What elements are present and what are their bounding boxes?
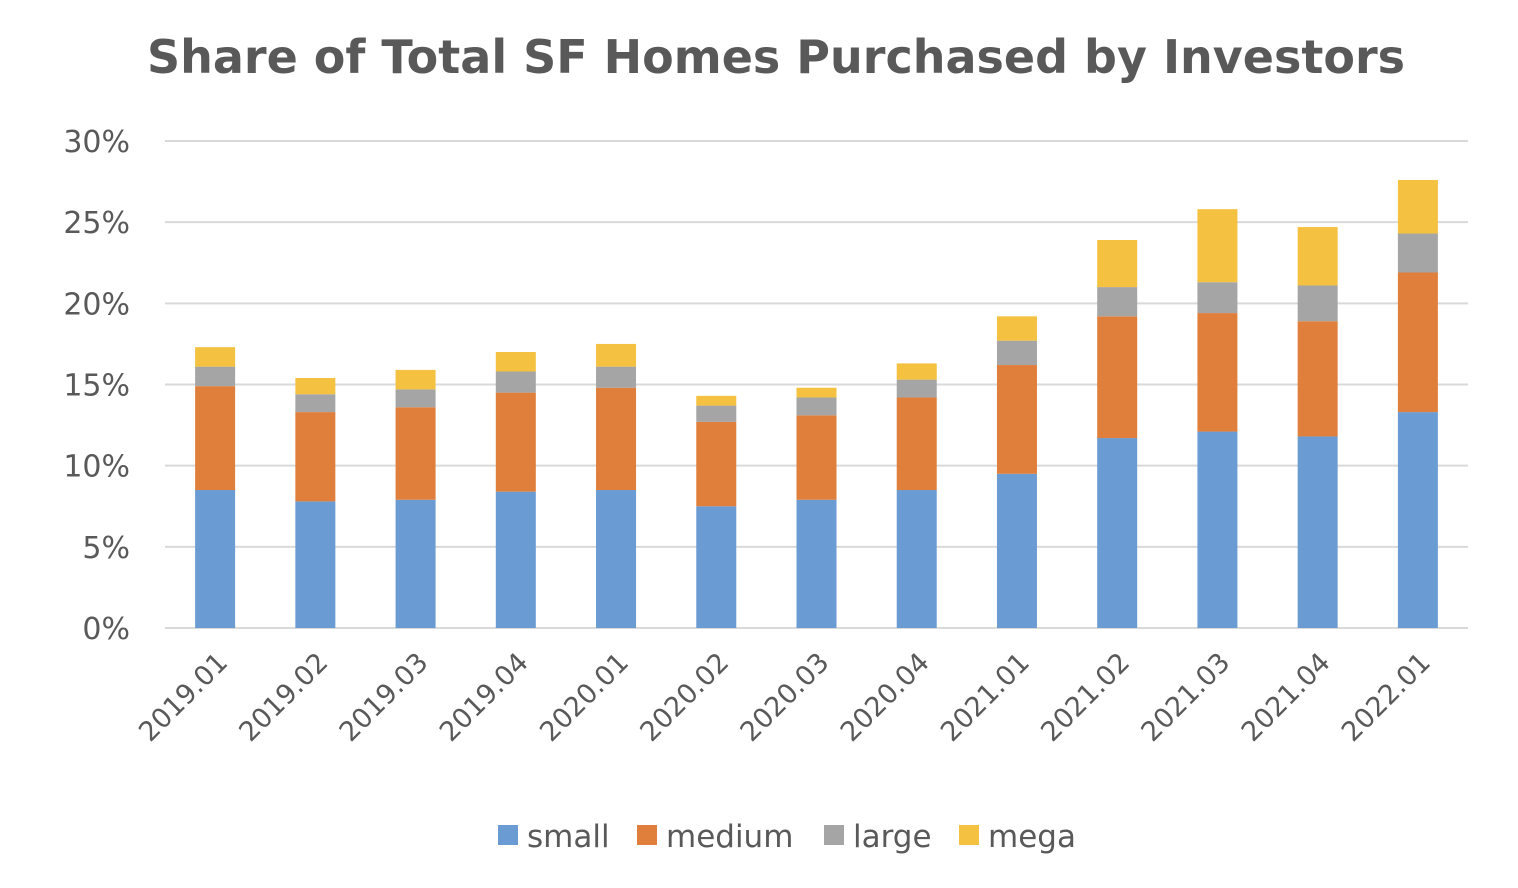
bar-segment-small-2019-04 <box>495 491 536 628</box>
bar-segment-small-2019-01 <box>195 490 236 628</box>
bar-segment-large-2021-03 <box>1197 282 1238 314</box>
bar-segment-small-2022-01 <box>1397 412 1438 628</box>
x-tick-label: 2020.04 <box>835 647 936 748</box>
x-tick-label: 2021.03 <box>1135 647 1236 748</box>
bar-segment-large-2020-03 <box>796 397 837 416</box>
chart-title: Share of Total SF Homes Purchased by Inv… <box>147 30 1405 84</box>
bar-segment-mega-2019-01 <box>195 347 236 367</box>
x-tick-label: 2020.01 <box>534 647 635 748</box>
bar-segment-medium-2019-02 <box>295 412 336 502</box>
legend-swatch-small <box>498 825 518 845</box>
bar-segment-mega-2019-04 <box>495 352 536 372</box>
legend: small medium large mega <box>498 819 1076 855</box>
x-tick-label: 2020.02 <box>634 647 735 748</box>
bar-segment-small-2020-03 <box>796 499 837 628</box>
bar-segment-medium-2020-04 <box>896 397 937 491</box>
bar-segment-medium-2021-01 <box>996 365 1037 474</box>
bar-segment-medium-2020-01 <box>596 387 637 491</box>
x-axis-tick-labels: 2019.01 2019.02 2019.03 2019.04 2020.01 2020.… <box>133 647 1437 748</box>
bar-segment-small-2021-04 <box>1297 436 1338 628</box>
bar-segment-medium-2019-03 <box>395 407 436 500</box>
bar-segment-medium-2022-01 <box>1397 272 1438 413</box>
x-tick-label: 2021.02 <box>1035 647 1136 748</box>
bar-segment-medium-2021-03 <box>1197 313 1238 432</box>
y-tick-label: 10% <box>63 450 130 485</box>
legend-swatch-large <box>824 825 844 845</box>
bar-segment-mega-2020-03 <box>796 387 837 398</box>
y-axis-tick-labels: 0% 5% 10% 15% 20% 25% 30% <box>63 125 130 647</box>
y-tick-label: 0% <box>82 612 130 647</box>
y-tick-label: 20% <box>63 287 130 322</box>
bar-segment-small-2020-02 <box>696 506 737 628</box>
bar-segment-mega-2021-01 <box>996 316 1037 341</box>
bar-segment-small-2021-02 <box>1097 438 1138 628</box>
x-tick-label: 2019.02 <box>233 647 334 748</box>
y-tick-label: 5% <box>82 531 130 566</box>
bars <box>195 179 1438 628</box>
bar-segment-mega-2020-02 <box>696 395 737 406</box>
bar-segment-medium-2020-03 <box>796 415 837 500</box>
bar-segment-mega-2021-04 <box>1297 227 1338 286</box>
bar-segment-small-2020-04 <box>896 490 937 628</box>
x-tick-label: 2022.01 <box>1336 647 1437 748</box>
bar-segment-large-2020-04 <box>896 379 937 398</box>
bar-segment-mega-2022-01 <box>1397 179 1438 234</box>
y-tick-label: 30% <box>63 125 130 160</box>
legend-swatch-medium <box>637 825 657 845</box>
legend-label-medium: medium <box>666 819 793 855</box>
bar-segment-large-2021-01 <box>996 340 1037 366</box>
bar-segment-mega-2021-03 <box>1197 209 1238 283</box>
bar-segment-large-2022-01 <box>1397 233 1438 273</box>
bar-segment-mega-2019-03 <box>395 369 436 390</box>
bar-segment-medium-2021-02 <box>1097 316 1138 439</box>
x-tick-label: 2020.03 <box>735 647 836 748</box>
bar-segment-small-2019-02 <box>295 501 336 628</box>
legend-label-mega: mega <box>988 819 1076 855</box>
x-tick-label: 2021.01 <box>935 647 1036 748</box>
x-tick-label: 2019.03 <box>334 647 435 748</box>
legend-label-large: large <box>853 819 932 855</box>
bar-segment-small-2019-03 <box>395 499 436 628</box>
bar-segment-mega-2021-02 <box>1097 240 1138 288</box>
bar-segment-medium-2019-01 <box>195 386 236 491</box>
bar-segment-large-2021-04 <box>1297 285 1338 322</box>
y-tick-label: 25% <box>63 206 130 241</box>
y-tick-label: 15% <box>63 369 130 404</box>
bar-segment-large-2019-03 <box>395 389 436 408</box>
legend-label-small: small <box>527 819 610 855</box>
bar-segment-large-2021-02 <box>1097 287 1138 317</box>
bar-segment-small-2021-03 <box>1197 431 1238 628</box>
bar-segment-small-2021-01 <box>996 473 1037 628</box>
x-tick-label: 2021.04 <box>1236 647 1337 748</box>
bar-segment-small-2020-01 <box>596 490 637 628</box>
bar-segment-mega-2020-01 <box>596 343 637 367</box>
bar-segment-large-2020-02 <box>696 405 737 422</box>
bar-segment-large-2019-02 <box>295 394 336 413</box>
x-tick-label: 2019.01 <box>133 647 234 748</box>
bar-segment-medium-2021-04 <box>1297 321 1338 437</box>
bar-segment-medium-2020-02 <box>696 421 737 507</box>
x-tick-label: 2019.04 <box>434 647 535 748</box>
bar-segment-mega-2019-02 <box>295 378 336 395</box>
bar-segment-medium-2019-04 <box>495 392 536 492</box>
legend-swatch-mega <box>959 825 979 845</box>
bar-segment-large-2020-01 <box>596 366 637 388</box>
bar-segment-large-2019-01 <box>195 366 236 387</box>
bar-segment-mega-2020-04 <box>896 363 937 380</box>
bar-segment-large-2019-04 <box>495 371 536 393</box>
